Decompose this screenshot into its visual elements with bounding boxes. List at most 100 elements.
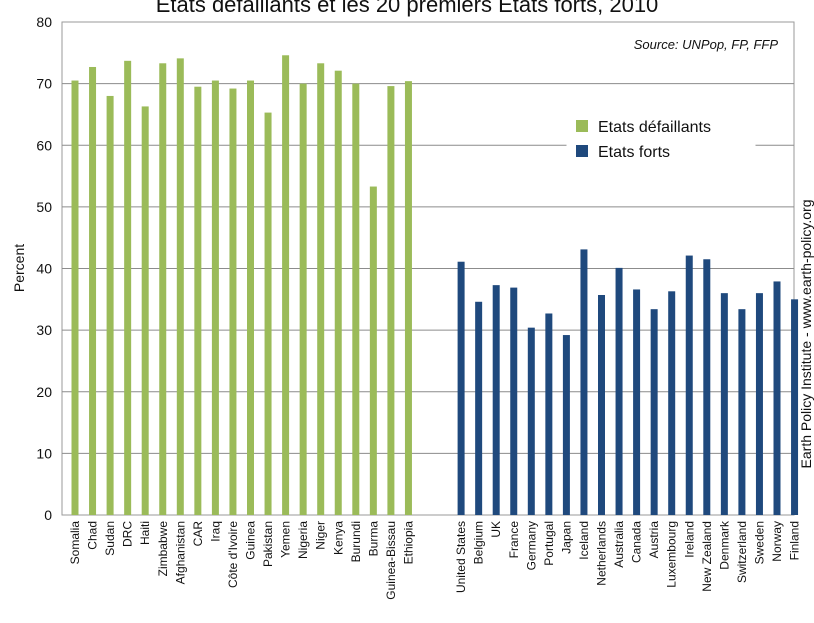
y-tick-label: 80 xyxy=(36,14,52,30)
x-tick-label: France xyxy=(507,521,521,559)
legend-label-strong: Etats forts xyxy=(598,144,670,161)
x-tick-label: Somalia xyxy=(68,521,82,565)
bar xyxy=(720,293,728,515)
bar xyxy=(562,335,570,515)
bar xyxy=(668,291,676,515)
bar xyxy=(194,86,202,516)
x-tick-label: Côte d'Ivoire xyxy=(226,521,240,588)
bar xyxy=(89,66,97,515)
y-tick-label: 60 xyxy=(36,137,52,153)
source-note: Source: UNPop, FP, FFP xyxy=(634,37,779,52)
x-tick-label: DRC xyxy=(121,521,135,547)
x-tick-label: Denmark xyxy=(717,520,731,570)
bar xyxy=(369,186,377,515)
bar xyxy=(633,289,641,515)
y-tick-label: 0 xyxy=(44,507,52,523)
x-tick-label: Portugal xyxy=(542,521,556,566)
x-tick-label: Ireland xyxy=(682,521,696,558)
bar xyxy=(264,112,272,516)
bar xyxy=(580,249,588,516)
y-tick-label: 70 xyxy=(36,76,52,92)
y-tick-label: 40 xyxy=(36,261,52,277)
x-tick-label: Afghanistan xyxy=(173,521,187,584)
x-tick-label: Niger xyxy=(314,521,328,550)
x-tick-label: Iceland xyxy=(577,521,591,560)
y-tick-label: 10 xyxy=(36,445,52,461)
bar xyxy=(685,255,693,515)
bar xyxy=(299,83,307,515)
x-tick-label: Iraq xyxy=(208,521,222,542)
bar xyxy=(527,327,535,515)
x-tick-label: Ethiopia xyxy=(401,521,415,565)
credit-line: Earth Policy Institute - www.earth-polic… xyxy=(798,200,814,469)
x-tick-label: Norway xyxy=(770,521,784,562)
bar xyxy=(738,309,746,515)
bar xyxy=(317,63,325,515)
bar xyxy=(791,299,799,515)
x-tick-label: New Zealand xyxy=(700,521,714,592)
x-tick-labels: Somalia Chad Sudan DRC Haiti Zimbabwe Afghanis… xyxy=(68,520,802,600)
bar xyxy=(247,80,254,515)
legend-label-failing: Etats défaillants xyxy=(598,119,711,136)
bar xyxy=(510,287,518,515)
x-tick-label: Nigeria xyxy=(296,521,310,559)
x-tick-label: Zimbabwe xyxy=(156,521,170,577)
x-tick-label: UK xyxy=(489,521,503,538)
y-tick-labels: 0 10 20 30 40 50 60 70 80 xyxy=(36,14,52,523)
x-tick-label: Netherlands xyxy=(595,521,609,586)
x-tick-label: Guinea xyxy=(244,521,258,560)
bar xyxy=(492,285,500,515)
x-tick-label: Haiti xyxy=(138,521,152,545)
x-tick-label: Japan xyxy=(559,521,573,554)
x-tick-label: Germany xyxy=(524,521,538,570)
x-tick-label: Finland xyxy=(788,521,802,560)
x-tick-label: Yemen xyxy=(279,521,293,558)
x-tick-label: Canada xyxy=(630,521,644,563)
x-tick-label: Australia xyxy=(612,521,626,568)
x-tick-label: Chad xyxy=(86,521,100,550)
bar xyxy=(229,88,237,516)
bar xyxy=(352,83,360,515)
bar xyxy=(106,95,114,515)
bar xyxy=(755,293,763,515)
bar xyxy=(211,80,219,515)
legend-box xyxy=(566,107,756,165)
bar xyxy=(282,55,290,516)
y-tick-label: 50 xyxy=(36,199,52,215)
legend-swatch-strong xyxy=(576,145,588,157)
x-tick-label: Sweden xyxy=(752,521,766,564)
bar xyxy=(457,261,465,515)
bar xyxy=(141,106,149,516)
bar xyxy=(615,267,623,515)
legend-swatch-failing xyxy=(576,120,588,132)
y-tick-label: 30 xyxy=(36,322,52,338)
bar xyxy=(650,309,658,515)
bar xyxy=(703,259,711,515)
x-tick-label: Switzerland xyxy=(735,521,749,583)
x-tick-label: Kenya xyxy=(331,521,345,555)
y-axis-label: Percent xyxy=(11,244,27,292)
legend: Etats défaillants Etats forts xyxy=(566,107,756,165)
x-tick-label: Guinea-Bissau xyxy=(384,521,398,600)
bar xyxy=(71,80,79,515)
bar xyxy=(159,63,167,515)
x-tick-label: CAR xyxy=(191,521,205,547)
bars xyxy=(71,55,799,516)
bar xyxy=(773,281,781,515)
x-tick-label: Sudan xyxy=(103,521,117,556)
bar xyxy=(475,301,483,515)
x-tick-label: Austria xyxy=(647,521,661,559)
x-tick-label: Luxembourg xyxy=(665,521,679,588)
bar xyxy=(598,294,605,515)
bar xyxy=(124,60,132,515)
x-tick-label: Belgium xyxy=(472,521,486,564)
x-tick-label: Burundi xyxy=(349,521,363,562)
bar xyxy=(545,313,553,515)
y-tick-label: 20 xyxy=(36,384,52,400)
x-tick-label: United States xyxy=(454,521,468,593)
bar xyxy=(334,70,342,515)
chart-title: Etats défaillants et les 20 premiers Eta… xyxy=(155,0,659,17)
bar xyxy=(404,81,412,515)
